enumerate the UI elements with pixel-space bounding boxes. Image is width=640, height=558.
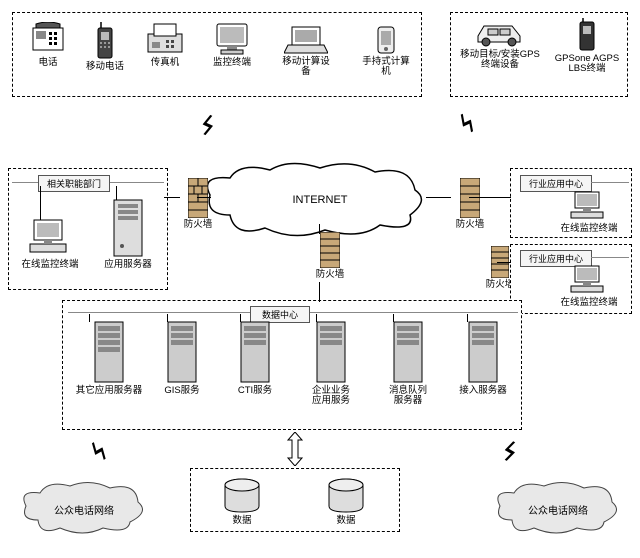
- connector-line: [40, 186, 41, 220]
- terminal-pc-label: 在线监控终端: [20, 260, 80, 270]
- connector-line: [591, 182, 629, 183]
- connector-line: [310, 312, 518, 313]
- lightning-icon: ϟ: [196, 109, 219, 142]
- monitor-terminal-icon: 监控终端: [210, 22, 254, 68]
- firewall-left-icon: 防火墙: [178, 178, 218, 230]
- lightning-icon: ϟ: [456, 107, 479, 140]
- connector-line: [167, 314, 168, 322]
- department-title: 相关职能部门: [38, 175, 110, 192]
- connector-line: [469, 197, 511, 198]
- terminal-pc-icon: 在线监控终端: [20, 218, 80, 270]
- double-arrow-icon: [280, 432, 310, 466]
- connector-line: [110, 182, 164, 183]
- connector-line: [316, 314, 317, 322]
- car-gps-label: 移动目标/安装GPS 终端设备: [460, 50, 540, 71]
- connector-line: [116, 186, 117, 200]
- connector-line: [319, 224, 320, 234]
- database-label-1: 数据: [212, 516, 272, 526]
- lightning-icon: ϟ: [497, 436, 522, 469]
- industry-pc-1-icon: 在线监控终端: [558, 190, 620, 234]
- connector-line: [12, 182, 38, 183]
- fax-label: 传真机: [143, 58, 187, 68]
- pda-label: 手持式计算机: [358, 57, 414, 78]
- connector-line: [197, 197, 211, 198]
- connector-line: [164, 197, 180, 198]
- laptop-label: 移动计算设备: [278, 57, 334, 78]
- firewall-right-icon: 防火墙: [450, 178, 490, 230]
- app-server-label: 应用服务器: [100, 260, 156, 270]
- firewall-label: 防火墙: [310, 270, 350, 280]
- server-label-5: 接入服务器: [452, 386, 514, 396]
- monitor-terminal-label: 监控终端: [210, 58, 254, 68]
- server-label-2: CTI服务: [225, 386, 285, 396]
- gpsone-icon: GPSone AGPS LBS终端: [552, 18, 622, 75]
- server-rack-icon: 接入服务器: [452, 320, 514, 396]
- car-gps-icon: 移动目标/安装GPS 终端设备: [460, 20, 540, 71]
- industry-pc-1-label: 在线监控终端: [558, 224, 620, 234]
- firewall-bottom-icon: 防火墙: [310, 232, 350, 280]
- connector-line: [240, 314, 241, 322]
- connector-line: [591, 257, 629, 258]
- industry-pc-2-icon: 在线监控终端: [558, 264, 620, 308]
- industry-pc-2-label: 在线监控终端: [558, 298, 620, 308]
- pda-icon: 手持式计算机: [358, 25, 414, 78]
- lightning-icon: ϟ: [87, 436, 112, 469]
- app-server-icon: 应用服务器: [100, 198, 156, 270]
- laptop-icon: 移动计算设备: [278, 25, 334, 78]
- pstn-right-label: 公众电话网络: [518, 502, 598, 517]
- server-rack-icon: 消息队列 服务器: [378, 320, 438, 407]
- mobile-phone-icon: 移动电话: [85, 22, 125, 72]
- telephone-label: 电话: [28, 58, 68, 68]
- internet-label: INTERNET: [280, 194, 360, 206]
- firewall-label: 防火墙: [178, 220, 218, 230]
- connector-line: [426, 197, 451, 198]
- telephone-icon: 电话: [28, 22, 68, 68]
- connector-line: [68, 312, 250, 313]
- server-label-1: GIS服务: [152, 386, 212, 396]
- server-rack-icon: GIS服务: [152, 320, 212, 396]
- pstn-left-label: 公众电话网络: [44, 502, 124, 517]
- fax-icon: 传真机: [143, 22, 187, 68]
- server-rack-icon: 企业业务 应用服务: [300, 320, 362, 407]
- mobile-phone-label: 移动电话: [85, 62, 125, 72]
- server-label-4: 消息队列 服务器: [378, 386, 438, 407]
- gpsone-label: GPSone AGPS LBS终端: [552, 54, 622, 75]
- server-rack-icon: 其它应用服务器: [74, 320, 144, 396]
- database-label-2: 数据: [316, 516, 376, 526]
- database-icon: 数据: [212, 478, 272, 526]
- connector-line: [319, 282, 320, 302]
- connector-line: [497, 262, 511, 263]
- server-rack-icon: CTI服务: [225, 320, 285, 396]
- server-label-3: 企业业务 应用服务: [300, 386, 362, 407]
- server-label-0: 其它应用服务器: [74, 386, 144, 396]
- firewall-label: 防火墙: [450, 220, 490, 230]
- database-icon: 数据: [316, 478, 376, 526]
- connector-line: [393, 314, 394, 322]
- connector-line: [467, 314, 468, 322]
- connector-line: [89, 314, 90, 322]
